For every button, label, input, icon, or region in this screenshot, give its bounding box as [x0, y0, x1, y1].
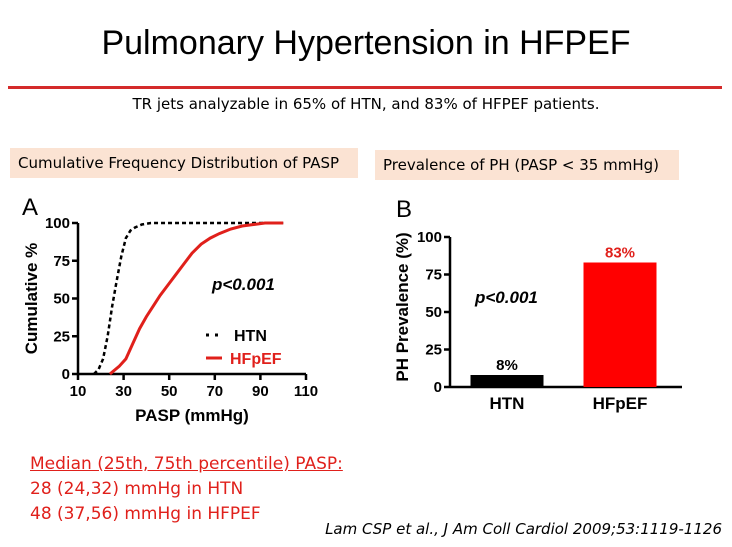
median-hfpef-line: 48 (37,56) mmHg in HFPEF	[30, 504, 261, 524]
y-tick-label: 50	[53, 291, 70, 308]
x-tick-label: 110	[294, 383, 318, 400]
y-tick-label: 25	[425, 342, 442, 359]
x-tick-label: HFpEF	[593, 394, 648, 413]
p-value-annotation: p<0.001	[474, 288, 538, 307]
y-tick-label: 50	[425, 304, 442, 321]
panel-a-header: Cumulative Frequency Distribution of PAS…	[10, 148, 358, 178]
x-tick-label: 50	[161, 383, 178, 400]
series-line-htn	[93, 221, 284, 375]
median-htn-line: 28 (24,32) mmHg in HTN	[30, 479, 244, 499]
y-axis-title: Cumulative %	[22, 243, 41, 354]
median-summary: Median (25th, 75th percentile) PASP: 28 …	[30, 452, 343, 527]
panel-b-header: Prevalence of PH (PASP < 35 mmHg)	[375, 150, 679, 180]
legend-hfpef-label: HFpEF	[230, 351, 282, 368]
bar-hfpef	[583, 262, 657, 387]
y-tick-label: 100	[45, 215, 70, 232]
y-axis-title: PH Prevalence (%)	[393, 232, 412, 381]
panel-a-letter: A	[22, 194, 38, 221]
series-line-hfpef	[108, 221, 284, 376]
y-tick-label: 0	[62, 366, 70, 383]
x-tick-label: 90	[252, 383, 269, 400]
p-value-annotation: p<0.001	[211, 275, 275, 294]
y-tick-label: 100	[417, 229, 442, 246]
y-tick-label: 75	[425, 267, 442, 284]
title-underline	[8, 86, 722, 89]
x-tick-label: HTN	[490, 394, 525, 413]
legend-htn-label: HTN	[234, 328, 267, 345]
y-tick-label: 0	[434, 379, 442, 396]
y-tick-label: 25	[53, 328, 70, 345]
x-tick-label: 30	[115, 383, 132, 400]
x-tick-label: 70	[206, 383, 223, 400]
slide-title: Pulmonary Hypertension in HFPEF	[101, 24, 631, 62]
ph-prevalence-chart: B 0 25 50 75 100 PH Prevalence (%) 8% HTN 83% HFpE…	[393, 196, 682, 413]
y-tick-label: 75	[53, 253, 70, 270]
bar-htn	[470, 375, 544, 387]
citation: Lam CSP et al., J Am Coll Cardiol 2009;5…	[325, 520, 722, 538]
median-heading: Median (25th, 75th percentile) PASP:	[30, 454, 343, 474]
x-tick-label: 10	[70, 383, 87, 400]
x-axis-title: PASP (mmHg)	[135, 406, 249, 425]
bar-value-label: 83%	[605, 245, 635, 262]
cumulative-frequency-chart: A 0 25 50 75 100 10 30 50 70 90 110 PASP (mmHg) Cumul…	[22, 194, 318, 425]
slide-subtitle: TR jets analyzable in 65% of HTN, and 83…	[132, 95, 600, 113]
bar-value-label: 8%	[496, 357, 518, 374]
panel-b-letter: B	[396, 196, 412, 223]
